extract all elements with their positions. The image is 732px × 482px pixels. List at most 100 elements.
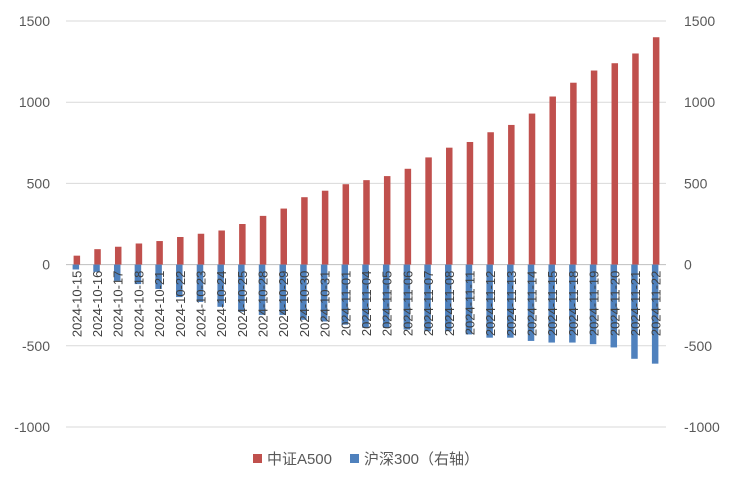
x-tick-label: 2024-11-22 bbox=[649, 271, 664, 337]
x-tick-label: 2024-10-25 bbox=[235, 271, 250, 338]
left-axis-tick-label: 500 bbox=[27, 175, 51, 191]
bar-series-1 bbox=[135, 243, 143, 265]
bar-series-1 bbox=[383, 176, 391, 265]
bar-series-2 bbox=[72, 264, 80, 270]
bar-series-1 bbox=[114, 246, 122, 265]
right-axis-tick-label: 1000 bbox=[684, 94, 715, 110]
bar-series-2 bbox=[258, 264, 266, 315]
x-tick-label: 2024-10-18 bbox=[131, 271, 146, 338]
bar-series-1 bbox=[652, 37, 660, 265]
x-tick-label: 2024-11-01 bbox=[338, 271, 353, 337]
bar-series-1 bbox=[363, 180, 370, 265]
bar-series-2 bbox=[382, 264, 390, 328]
bar-series-2 bbox=[403, 264, 411, 330]
bar-series-1 bbox=[239, 224, 246, 265]
bar-series-2 bbox=[217, 264, 224, 307]
x-tick-label: 2024-10-24 bbox=[214, 271, 229, 338]
x-tick-label: 2024-11-07 bbox=[421, 271, 436, 337]
bar-series-2 bbox=[527, 264, 535, 341]
x-axis-labels: 2024-10-15 2024-10-16 2024-10-17 2024-10-18… bbox=[69, 271, 663, 338]
left-axis-tick-label: 1500 bbox=[19, 13, 50, 29]
bar-series-1 bbox=[280, 208, 287, 265]
x-tick-label: 2024-11-04 bbox=[359, 271, 374, 337]
bar-series-1 bbox=[404, 168, 412, 265]
legend-label-series-2: 沪深300（右轴） bbox=[364, 451, 480, 468]
x-tick-label: 2024-10-15 bbox=[69, 271, 84, 338]
x-tick-label: 2024-10-30 bbox=[297, 271, 312, 338]
bar-series-1 bbox=[570, 82, 577, 265]
bar-series-1 bbox=[301, 197, 308, 265]
x-tick-label: 2024-10-16 bbox=[90, 271, 105, 338]
legend-swatch-series-2 bbox=[350, 454, 359, 463]
bar-series-2 bbox=[631, 264, 638, 359]
bar-series-2 bbox=[507, 264, 514, 338]
bar-series-2 bbox=[341, 264, 349, 325]
x-tick-label: 2024-11-06 bbox=[400, 271, 415, 337]
legend: 中证A500 沪深300（右轴） bbox=[0, 448, 732, 469]
bar-series-2 bbox=[196, 264, 204, 302]
bar-series-2 bbox=[548, 264, 555, 343]
bar-series-2 bbox=[300, 264, 307, 320]
bar-series-1 bbox=[425, 157, 432, 265]
bar-series-2 bbox=[176, 264, 183, 298]
legend-swatch-series-1 bbox=[252, 454, 262, 463]
bar-series-1 bbox=[156, 241, 163, 265]
bar-series-2 bbox=[362, 264, 369, 328]
bar-series-1 bbox=[342, 184, 350, 265]
bar-series-1 bbox=[94, 249, 101, 265]
bar-series-2 bbox=[569, 264, 576, 343]
bar-series-1 bbox=[259, 215, 267, 265]
bar-series-2 bbox=[465, 264, 473, 335]
bar-series-1 bbox=[466, 141, 474, 265]
x-tick-label: 2024-11-15 bbox=[545, 271, 560, 337]
bar-series-2 bbox=[279, 264, 286, 315]
x-tick-label: 2024-11-05 bbox=[380, 271, 395, 337]
right-axis-tick-label: -1000 bbox=[684, 419, 720, 435]
bar-series-2 bbox=[445, 264, 452, 332]
x-tick-label: 2024-11-20 bbox=[607, 271, 622, 337]
x-tick-label: 2024-11-08 bbox=[442, 271, 457, 337]
x-tick-label: 2024-10-21 bbox=[152, 271, 167, 338]
left-axis-tick-label: -500 bbox=[22, 338, 50, 354]
bar-series-1 bbox=[446, 147, 453, 265]
bar-series-2 bbox=[238, 264, 245, 312]
x-tick-label: 2024-10-29 bbox=[276, 271, 291, 338]
bar-series-1 bbox=[218, 230, 225, 265]
x-tick-label: 2024-10-28 bbox=[256, 271, 271, 338]
right-axis-tick-label: -500 bbox=[684, 338, 712, 354]
right-axis-tick-label: 0 bbox=[684, 257, 692, 273]
bar-series-2 bbox=[134, 264, 142, 285]
bar-series-1 bbox=[177, 236, 184, 265]
x-tick-label: 2024-10-23 bbox=[193, 271, 208, 338]
bar-series-2 bbox=[486, 264, 493, 338]
bar-series-1 bbox=[508, 124, 515, 265]
bar-series-2 bbox=[651, 264, 659, 364]
x-tick-label: 2024-11-19 bbox=[587, 271, 602, 337]
legend-label-series-1: 中证A500 bbox=[266, 451, 332, 468]
right-axis-tick-label: 500 bbox=[684, 175, 708, 191]
bar-series-2 bbox=[320, 264, 328, 322]
bar-series-1 bbox=[321, 190, 329, 265]
x-tick-label: 2024-11-13 bbox=[504, 271, 519, 337]
bar-series-1 bbox=[528, 113, 536, 265]
x-tick-label: 2024-10-31 bbox=[318, 271, 333, 338]
bar-series-1 bbox=[73, 255, 81, 265]
x-tick-label: 2024-11-12 bbox=[483, 271, 498, 337]
bar-series-2 bbox=[424, 264, 431, 332]
bar-series-1 bbox=[611, 63, 619, 265]
left-axis-tick-label: 1000 bbox=[19, 94, 50, 110]
x-tick-label: 2024-11-14 bbox=[525, 271, 540, 337]
bar-series-1 bbox=[549, 96, 556, 265]
x-tick-label: 2024-11-21 bbox=[628, 271, 643, 337]
left-y-axis: -1000 -500 0 500 1000 1500 bbox=[14, 13, 50, 435]
bar-series-1 bbox=[632, 53, 639, 265]
left-axis-tick-label: -1000 bbox=[14, 419, 50, 435]
bar-series-1 bbox=[197, 233, 205, 265]
left-axis-tick-label: 0 bbox=[42, 257, 50, 273]
bar-series-2 bbox=[93, 264, 100, 272]
bar-series-1 bbox=[590, 70, 598, 265]
bar-series-1 bbox=[487, 132, 494, 265]
x-tick-label: 2024-11-11 bbox=[462, 271, 477, 336]
